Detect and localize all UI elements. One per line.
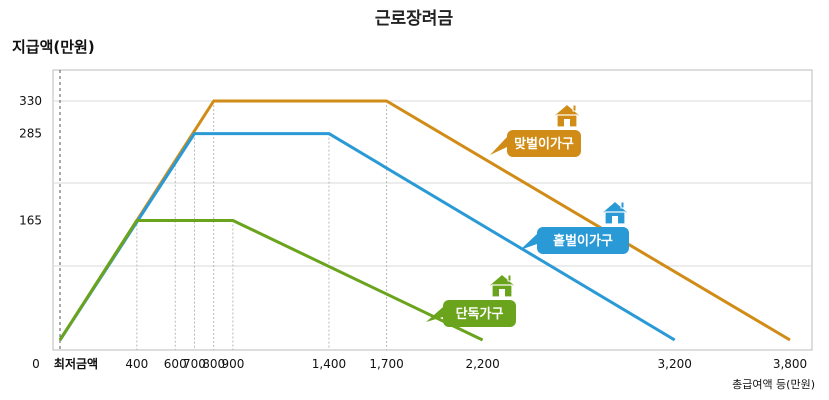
y-axis-label: 지급액(만원) (12, 38, 95, 56)
series-name-label: 홑벌이가구 (553, 233, 613, 249)
x-axis-label: 총급여액 등(만원) (732, 378, 815, 391)
x-tick-label: 700 (183, 357, 206, 371)
house-icon (552, 103, 582, 128)
y-tick-label: 165 (19, 214, 42, 228)
series-name-label: 단독가구 (456, 306, 504, 322)
series-badge: 맞벌이가구 (490, 103, 582, 157)
x-tick-label: 800 (202, 357, 225, 371)
house-chimney (507, 274, 512, 282)
house-icon (600, 200, 630, 225)
house-door (499, 289, 505, 297)
x-tick-label: 600 (164, 357, 187, 371)
series-layer (58, 99, 791, 342)
grid-layer (52, 69, 813, 351)
house-icon (487, 273, 517, 298)
badge-pointer (490, 137, 507, 155)
chart-title: 근로장려금 (375, 9, 454, 29)
x-origin-zero-label: 0 (32, 357, 40, 371)
series-line (58, 219, 484, 342)
breakpoint-guides (136, 101, 388, 350)
series-badge: 단독가구 (426, 273, 517, 327)
x-tick-label: 3,800 (773, 357, 807, 371)
badge-pointer (426, 307, 443, 322)
series-badge: 홑벌이가구 (520, 200, 630, 254)
house-chimney (572, 104, 577, 112)
x-tick-label: 1,400 (312, 357, 346, 371)
x-tick-label: 900 (221, 357, 244, 371)
house-chimney (620, 201, 625, 209)
badge-box (443, 300, 516, 327)
badge-box (537, 227, 629, 254)
house-door (612, 216, 618, 224)
series-name-label: 맞벌이가구 (514, 136, 574, 152)
y-tick-label: 285 (19, 127, 42, 141)
badge-pointer (520, 234, 537, 250)
x-tick-label: 400 (125, 357, 148, 371)
badge-box (507, 130, 581, 157)
y-tick-label: 330 (19, 94, 42, 108)
x-tick-label: 2,200 (465, 357, 499, 371)
house-door (564, 119, 570, 127)
x-origin-minimum-label: 최저금액 (54, 356, 98, 371)
plot-frame (52, 69, 813, 351)
x-tick-label: 3,200 (658, 357, 692, 371)
x-tick-label: 1,700 (369, 357, 403, 371)
